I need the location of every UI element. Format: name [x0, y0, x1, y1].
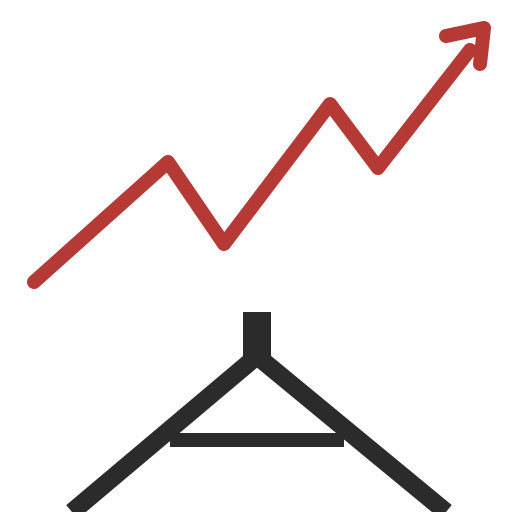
- trend-line: [27, 43, 477, 289]
- trend-arrow-icon: [27, 21, 491, 289]
- stand-left-leg: [66, 349, 263, 512]
- stand-icon: [66, 312, 452, 512]
- trend-arrowhead: [439, 21, 491, 71]
- stand-right-leg: [251, 349, 452, 512]
